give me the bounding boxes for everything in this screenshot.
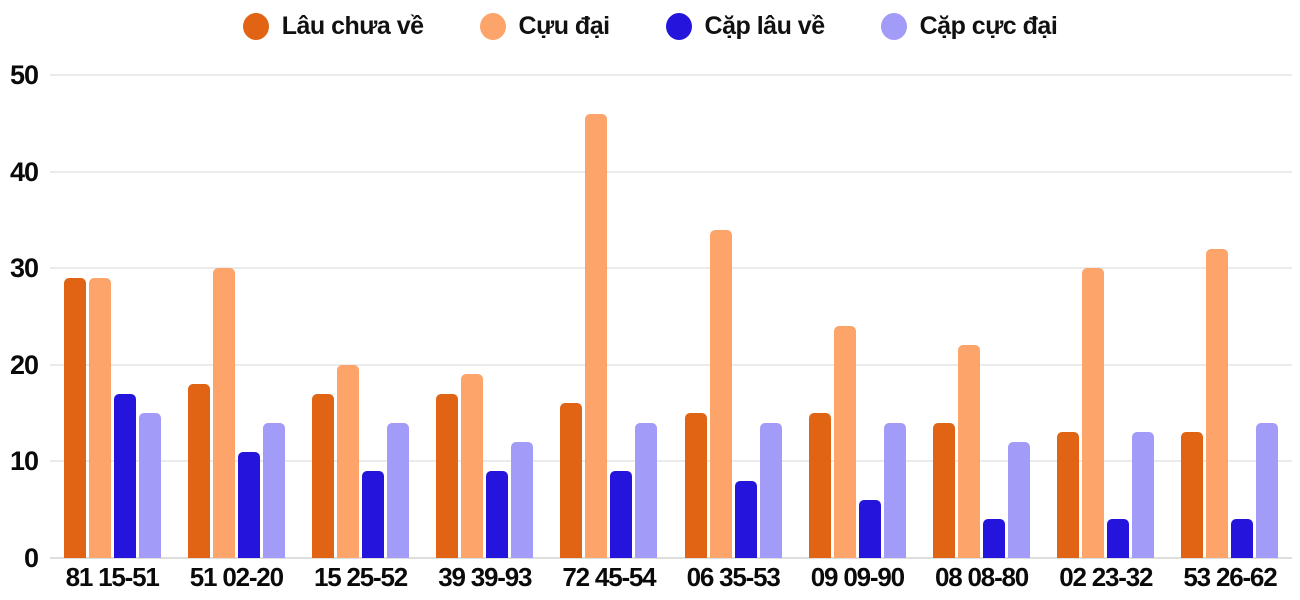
legend-item-0: Lâu chưa về [242,11,424,41]
bar-series2-cat8 [1107,519,1130,558]
bar-series1-cat5 [709,229,732,558]
bar-group-8 [1044,75,1168,558]
bar-series0-cat2 [312,393,334,558]
bar-series3-cat0 [138,413,161,558]
bar-series2-cat4 [610,471,633,558]
gridline-50 [50,74,1292,76]
bar-series2-cat3 [486,471,509,558]
bar-series1-cat4 [585,113,608,558]
bar-group-2 [298,75,422,558]
bar-series3-cat5 [759,422,782,558]
bar-series3-cat9 [1256,422,1279,558]
bar-series3-cat7 [1008,442,1031,558]
bar-group-3 [423,75,547,558]
bar-series2-cat6 [858,500,881,558]
gridline-30 [50,267,1292,270]
y-axis-tick-30: 30 [9,253,39,284]
bar-series2-cat2 [362,471,384,558]
legend-label: Lâu chưa về [281,11,424,40]
x-axis-label-0: 81 15-51 [65,562,160,592]
bar-group-6 [795,75,919,558]
bar-series2-cat7 [983,519,1006,558]
bar-series3-cat4 [635,422,658,558]
x-axis-label-2: 15 25-52 [313,562,408,592]
legend-item-1: Cựu đại [479,11,611,41]
y-axis-tick-20: 20 [9,349,39,380]
bar-series2-cat1 [237,451,260,558]
bar-group-9 [1168,75,1292,558]
bar-series3-cat6 [883,422,906,558]
bar-group-4 [547,75,671,558]
x-axis-label-9: 53 26-62 [1183,562,1277,592]
bar-series1-cat2 [337,364,359,558]
legend-dot-icon [665,12,692,40]
legend-dot-icon [242,12,269,40]
x-axis-label-8: 02 23-32 [1059,562,1153,592]
bar-series3-cat3 [511,442,534,558]
chart-legend: Lâu chưa về Cựu đại Cặp lâu về Cặp cực đại [0,6,1300,46]
bar-series1-cat8 [1082,268,1105,558]
y-axis-tick-40: 40 [9,156,39,187]
legend-label: Cựu đại [518,11,611,40]
bar-series0-cat8 [1057,432,1080,558]
bar-series0-cat1 [187,384,210,558]
plot-area [50,74,1292,559]
bar-series1-cat3 [461,374,484,558]
x-axis-label-7: 08 08-80 [935,562,1029,592]
bar-groups [50,75,1292,558]
legend-dot-icon [880,12,907,40]
legend-label: Cặp lâu về [704,11,826,40]
x-axis-label-3: 39 39-93 [438,562,532,592]
legend-dot-icon [479,12,506,40]
gridline-10 [50,460,1292,463]
bar-series0-cat3 [436,393,459,558]
bar-series3-cat2 [387,422,409,558]
bar-series0-cat9 [1181,432,1204,558]
bar-series1-cat9 [1206,248,1229,558]
bar-series2-cat0 [113,393,136,558]
bar-group-7 [919,75,1043,558]
bar-series0-cat5 [684,413,707,558]
x-axis-label-6: 09 09-90 [810,562,905,592]
bar-group-1 [174,75,298,558]
x-axis-labels: 81 15-51 51 02-20 15 25-52 39 39-93 72 45-54… [50,562,1292,593]
legend-item-3: Cặp cực đại [880,11,1058,41]
gridline-20 [50,363,1292,366]
bar-series2-cat5 [734,480,757,558]
y-axis-tick-10: 10 [9,446,39,477]
x-axis-label-4: 72 45-54 [562,562,656,592]
bar-series1-cat1 [212,268,235,558]
bar-group-5 [671,75,795,558]
y-axis-tick-50: 50 [9,60,39,90]
bar-series3-cat1 [262,422,285,558]
gridline-0 [50,557,1292,559]
bar-series3-cat8 [1132,432,1155,558]
y-axis-tick-0: 0 [23,543,39,573]
bar-series0-cat0 [63,277,86,558]
bar-series0-cat6 [808,413,831,558]
legend-label: Cặp cực đại [919,11,1058,40]
bar-series2-cat9 [1231,519,1254,558]
bar-series0-cat4 [560,403,583,558]
bar-series0-cat7 [933,422,956,558]
gridline-40 [50,170,1292,173]
bar-series1-cat0 [88,277,111,558]
bar-series1-cat7 [958,345,981,558]
bar-group-0 [50,75,174,558]
x-axis-label-5: 06 35-53 [686,562,781,592]
bar-series1-cat6 [833,326,856,558]
x-axis-label-1: 51 02-20 [189,562,284,592]
legend-item-2: Cặp lâu về [665,11,826,41]
